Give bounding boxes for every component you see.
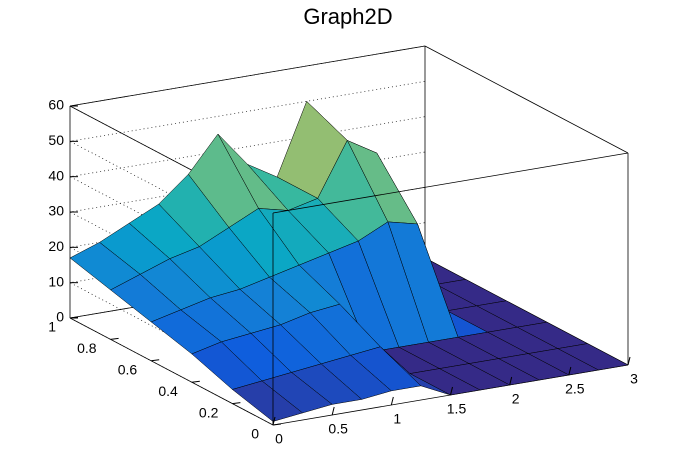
x-tick (627, 356, 631, 366)
x-tick (509, 376, 513, 386)
box-edge (69, 45, 426, 107)
y-tick (272, 423, 282, 426)
x-tick (450, 386, 453, 396)
y-tick-label: 0.8 (77, 340, 97, 356)
z-tick-label: 40 (48, 167, 64, 183)
z-tick-label: 30 (48, 203, 64, 219)
y-tick-label: 1 (48, 319, 56, 335)
y-tick-label: 0.4 (158, 383, 178, 399)
x-tick-label: 0.5 (328, 421, 348, 437)
x-tick (331, 406, 335, 416)
box-edge (272, 152, 629, 214)
y-tick (69, 316, 79, 319)
x-tick-label: 0 (275, 431, 283, 447)
y-tick-label: 0.2 (199, 404, 219, 420)
z-tick-label: 20 (48, 238, 64, 254)
z-tick-label: 10 (48, 273, 64, 289)
x-tick-label: 1.5 (447, 401, 467, 417)
x-tick (568, 366, 572, 376)
box-edge (424, 45, 629, 154)
z-tick-label: 50 (48, 132, 64, 148)
surface-cell (231, 380, 304, 422)
y-tick-label: 0.6 (118, 362, 138, 378)
z-tick-label: 0 (56, 309, 64, 325)
y-tick (191, 380, 200, 383)
box-edge (69, 317, 274, 426)
y-tick (151, 359, 160, 362)
x-tick-label: 2.5 (565, 381, 585, 397)
chart-title: Graph2D (303, 4, 392, 29)
x-tick (272, 416, 276, 426)
x-tick-label: 1 (393, 411, 401, 427)
x-tick-label: 3 (630, 371, 638, 387)
x-tick-label: 2 (512, 391, 520, 407)
y-tick (110, 337, 119, 340)
x-tick (390, 396, 394, 406)
z-tick-label: 60 (48, 97, 64, 113)
y-tick-label: 0 (251, 426, 259, 442)
y-tick (232, 402, 241, 405)
